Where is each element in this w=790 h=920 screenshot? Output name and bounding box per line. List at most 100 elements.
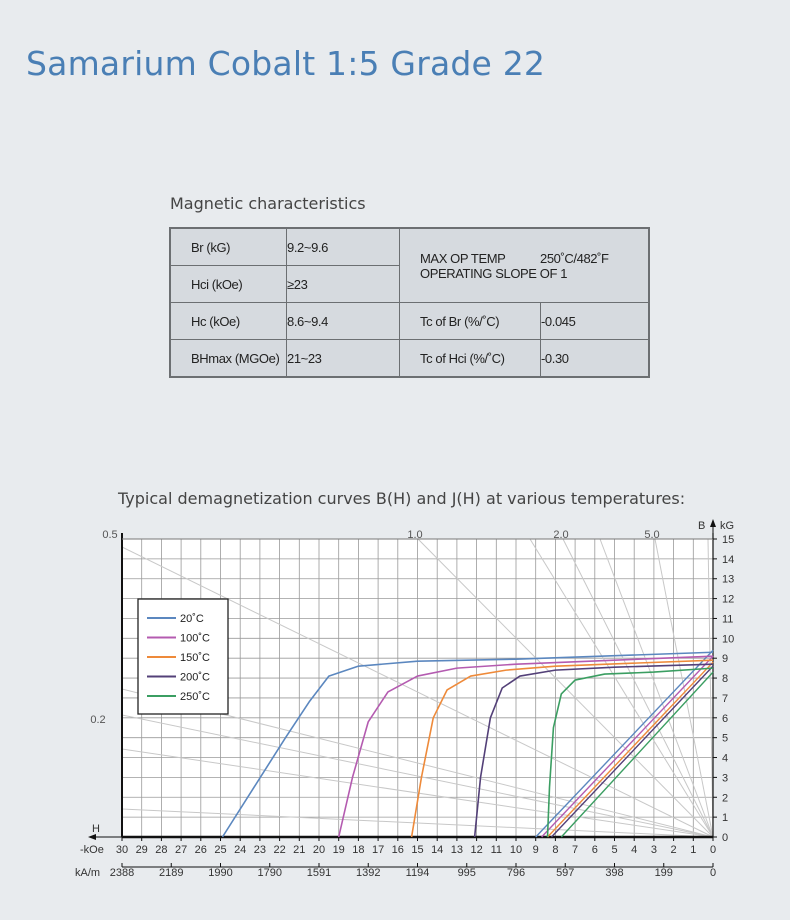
x-tick-label: 12 <box>470 844 482 856</box>
load-line <box>121 546 714 838</box>
x-unit-label-ka: kA/m <box>75 867 100 879</box>
max-op-temp-value: 250˚C/482˚F <box>540 250 609 266</box>
x-tick-label: 22 <box>273 844 285 856</box>
magnetic-characteristics-table: Br (kG) 9.2~9.6 MAX OP TEMP 250˚C/482˚F O… <box>169 227 650 378</box>
y-tick-label: 14 <box>722 554 734 566</box>
x-tick-label-ka: 796 <box>507 867 525 879</box>
x-tick-label: 23 <box>254 844 266 856</box>
load-line <box>654 538 714 838</box>
x-tick-label: 24 <box>234 844 246 856</box>
load-line-label: 0.2 <box>90 714 105 726</box>
hci-value: ≥23 <box>286 265 400 303</box>
hc-label: Hc (kOe) <box>169 302 287 340</box>
y-tick-label: 5 <box>722 733 728 745</box>
b-curve <box>541 655 714 838</box>
j-curve <box>221 651 714 838</box>
load-line <box>529 538 714 838</box>
y-tick-label: 1 <box>722 812 728 824</box>
x-tick-label: 20 <box>313 844 325 856</box>
tc-br-label: Tc of Br (%/˚C) <box>399 302 541 340</box>
load-line <box>562 538 714 838</box>
y-tick-label: 7 <box>722 693 728 705</box>
x-tick-label: 17 <box>372 844 384 856</box>
legend: 20˚C 100˚C 150˚C 200˚C 250˚C <box>137 598 229 715</box>
x-tick-label: 19 <box>333 844 345 856</box>
page-title: Samarium Cobalt 1:5 Grade 22 <box>26 44 546 83</box>
y-tick-label: 10 <box>722 633 734 645</box>
load-line <box>121 808 714 838</box>
x-tick-label: 1 <box>690 844 696 856</box>
y-tick-label: 15 <box>722 534 734 546</box>
x-tick-label: 29 <box>136 844 148 856</box>
x-tick-label-ka: 1591 <box>307 867 331 879</box>
y-axis-arrow <box>710 519 716 527</box>
legend-label: 150˚C <box>180 652 210 664</box>
x-tick-label: 18 <box>352 844 364 856</box>
b-curve <box>560 671 714 838</box>
b-curve <box>535 649 714 838</box>
x-tick-label-ka: 1790 <box>258 867 282 879</box>
table-row: BHmax (MGOe) 21~23 Tc of Hci (%/˚C) -0.3… <box>169 339 650 378</box>
x-tick-label: 3 <box>651 844 657 856</box>
x-tick-label: 16 <box>392 844 404 856</box>
load-line-label: 5.0 <box>644 529 659 541</box>
x-tick-label: 7 <box>572 844 578 856</box>
x-tick-label: 5 <box>611 844 617 856</box>
x-tick-label-ka: 995 <box>458 867 476 879</box>
x-unit-label: -kOe <box>80 844 104 856</box>
load-line-label: 2.0 <box>553 529 568 541</box>
legend-label: 20˚C <box>180 613 204 625</box>
max-op-temp-label: MAX OP TEMP <box>420 250 506 266</box>
x-tick-label: 15 <box>411 844 423 856</box>
x-tick-label-ka: 2388 <box>110 867 134 879</box>
x-tick-label: 27 <box>175 844 187 856</box>
x-tick-label: 11 <box>491 844 502 856</box>
x-tick-label: 8 <box>552 844 558 856</box>
tc-hci-value: -0.30 <box>540 339 650 378</box>
x-tick-label: 6 <box>592 844 598 856</box>
y-tick-label: 12 <box>722 594 734 606</box>
hc-value: 8.6~9.4 <box>286 302 400 340</box>
x-tick-label-ka: 398 <box>605 867 623 879</box>
tc-br-value: -0.045 <box>540 302 650 340</box>
x-axis-arrow <box>88 834 96 840</box>
x-tick-label: 9 <box>533 844 539 856</box>
load-line <box>599 538 714 838</box>
j-curve <box>337 655 714 838</box>
br-value: 9.2~9.6 <box>286 227 400 266</box>
x-tick-label: 0 <box>710 844 716 856</box>
x-tick-label-ka: 199 <box>655 867 673 879</box>
y-tick-label: 11 <box>722 613 733 625</box>
y-tick-label: 3 <box>722 772 728 784</box>
y-axis-letter: B <box>698 520 705 532</box>
load-line <box>121 714 714 838</box>
legend-label: 250˚C <box>180 691 210 703</box>
x-tick-label-ka: 2189 <box>159 867 183 879</box>
operating-slope-label: OPERATING SLOPE OF 1 <box>420 265 568 281</box>
load-lines <box>121 538 714 838</box>
y-tick-label: 2 <box>722 792 728 804</box>
x-axis-letter: H <box>92 823 100 835</box>
x-tick-label-ka: 1392 <box>356 867 380 879</box>
x-tick-label: 21 <box>293 844 305 856</box>
x-tick-label-ka: 1990 <box>208 867 232 879</box>
x-tick-label: 25 <box>214 844 226 856</box>
y-tick-label: 9 <box>722 653 728 665</box>
table-row: Br (kG) 9.2~9.6 MAX OP TEMP 250˚C/482˚F O… <box>169 227 650 303</box>
y-tick-label: 8 <box>722 673 728 685</box>
x-tick-label-ka: 0 <box>710 867 716 879</box>
chart-heading: Typical demagnetization curves B(H) and … <box>118 489 686 508</box>
x-tick-label: 2 <box>671 844 677 856</box>
load-line-label: 1.0 <box>407 529 422 541</box>
j-curve <box>410 659 714 838</box>
legend-label: 200˚C <box>180 672 210 684</box>
tc-hci-label: Tc of Hci (%/˚C) <box>399 339 541 378</box>
j-curve <box>473 663 714 838</box>
x-tick-label-ka: 1194 <box>406 867 430 879</box>
hci-label: Hci (kOe) <box>169 265 287 303</box>
table-row: Hc (kOe) 8.6~9.4 Tc of Br (%/˚C) -0.045 <box>169 302 650 340</box>
legend-label: 100˚C <box>180 633 210 645</box>
x-tick-label: 26 <box>195 844 207 856</box>
y-tick-label: 4 <box>722 753 728 765</box>
